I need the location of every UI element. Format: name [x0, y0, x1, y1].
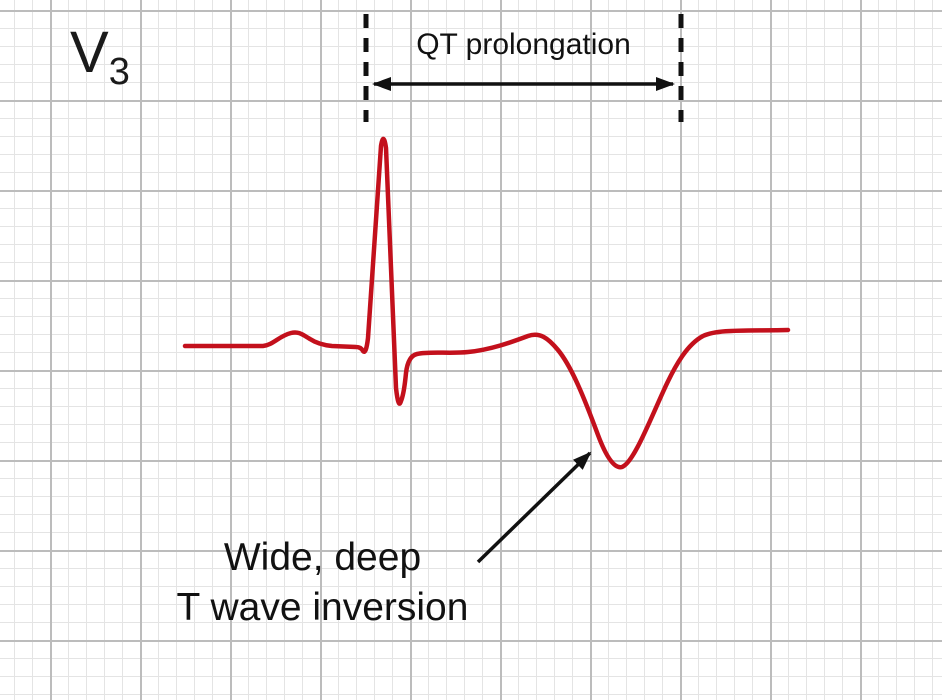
- t-wave-pointer-arrow: [476, 451, 592, 564]
- qt-prolongation-label: QT prolongation: [416, 28, 631, 61]
- lead-subscript: 3: [108, 51, 130, 93]
- lead-label: V3: [70, 24, 130, 93]
- t-wave-annotation: Wide, deep T wave inversion: [130, 533, 515, 633]
- lead-letter: V: [70, 20, 109, 85]
- ecg-trace: [182, 136, 791, 470]
- t-wave-annotation-line2: T wave inversion: [176, 585, 469, 629]
- t-wave-annotation-line1: Wide, deep: [223, 536, 422, 579]
